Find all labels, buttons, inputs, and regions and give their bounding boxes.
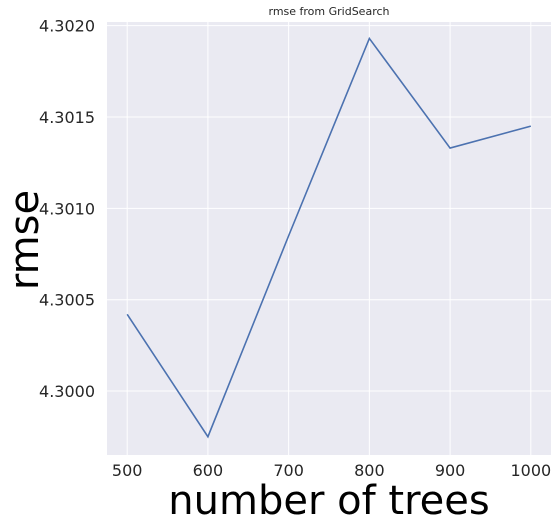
data-points <box>127 38 531 437</box>
y-tick-labels: 4.3000 4.3005 4.3010 4.3015 4.3020 <box>39 17 95 401</box>
y-tick-label: 4.3000 <box>39 382 95 401</box>
series-line-rmse <box>126 36 532 439</box>
x-tick-label: 800 <box>354 461 385 480</box>
y-axis-label: rmse <box>2 190 48 290</box>
plot-area <box>107 22 551 455</box>
y-tick-label: 4.3010 <box>39 199 95 218</box>
grid-lines <box>107 22 551 455</box>
y-tick-label: 4.3015 <box>39 108 95 127</box>
x-axis-label: number of trees <box>168 478 489 524</box>
x-tick-label: 1000 <box>510 461 551 480</box>
x-tick-label: 600 <box>193 461 224 480</box>
x-tick-labels: 500 600 700 800 900 1000 <box>112 461 551 480</box>
x-tick-label: 700 <box>273 461 304 480</box>
x-tick-label: 900 <box>435 461 466 480</box>
y-tick-label: 4.3020 <box>39 17 95 36</box>
x-tick-label: 500 <box>112 461 143 480</box>
y-tick-label: 4.3005 <box>39 291 95 310</box>
chart-title: rmse from GridSearch <box>268 5 389 18</box>
